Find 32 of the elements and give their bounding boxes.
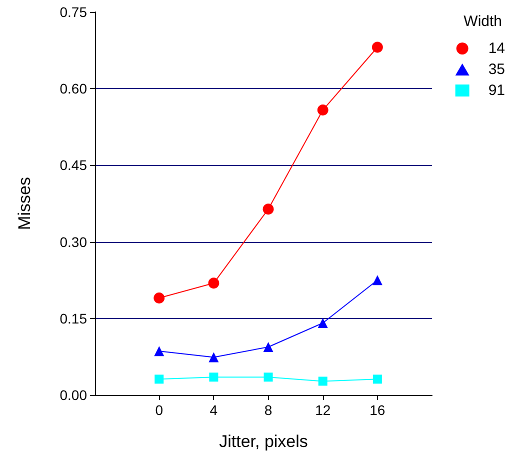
point	[208, 278, 220, 289]
point	[318, 376, 328, 386]
point	[372, 374, 382, 384]
y-tick-label: 0.60	[60, 80, 88, 97]
x-tick-label: 12	[315, 402, 331, 418]
y-tick-label: 0.15	[60, 310, 88, 326]
point	[372, 42, 383, 53]
point	[154, 346, 164, 356]
point	[317, 104, 328, 116]
point	[264, 372, 273, 382]
y-tick-label: 0.30	[60, 234, 88, 250]
point	[262, 204, 274, 215]
point	[372, 275, 382, 286]
legend-label: 35	[488, 61, 506, 78]
y-tick-label: 0.75	[60, 4, 88, 20]
x-tick-label: 0	[155, 402, 164, 418]
y-tick-label: 0.45	[60, 157, 88, 174]
point	[154, 374, 164, 384]
x-tick-label: 16	[370, 402, 386, 418]
point	[263, 342, 274, 352]
legend-title: Width	[464, 13, 502, 30]
legend-label: 91	[488, 82, 506, 99]
y-tick-label: 0.00	[60, 387, 88, 403]
point	[318, 318, 328, 328]
point	[154, 292, 165, 304]
point	[208, 352, 219, 362]
point	[209, 372, 218, 382]
x-tick-label: 8	[264, 402, 272, 418]
legend-label: 14	[488, 40, 506, 57]
x-tick-label: 4	[210, 402, 218, 418]
y-axis-title: Misses	[15, 177, 34, 230]
x-axis-title: Jitter, pixels	[219, 432, 308, 451]
